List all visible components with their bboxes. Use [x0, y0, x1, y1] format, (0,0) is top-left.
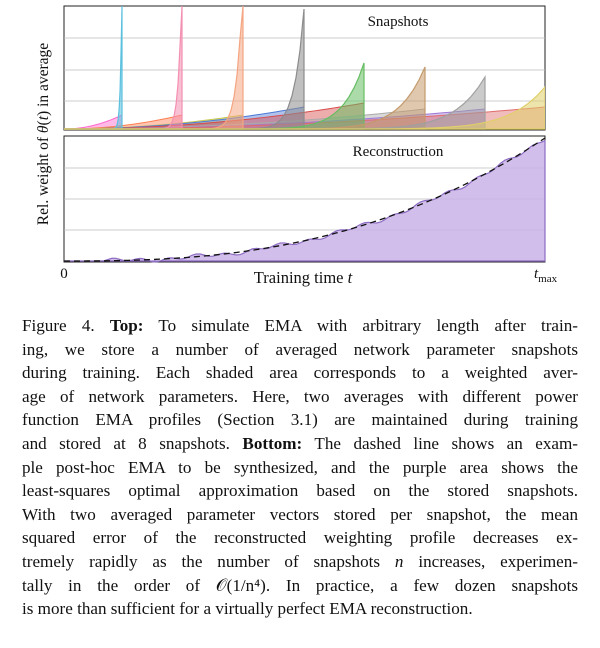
- caption-line: squared error of the reconstructed weigh…: [22, 528, 578, 548]
- caption-line: tremely rapidly as the number of snapsho…: [22, 550, 578, 574]
- clipped-profiles: [64, 6, 545, 130]
- snapshot-profile-a: [64, 86, 545, 130]
- caption-line: is more than sufficient for a virtually …: [22, 599, 473, 619]
- x-axis-label: Training time t: [254, 268, 353, 287]
- bottom-label: Bottom:: [242, 433, 303, 453]
- snapshots-title: Snapshots: [368, 14, 429, 30]
- caption-line: ing, we store a number of averaged netwo…: [22, 339, 578, 359]
- caption-line: and stored at 8 snapshots. Bottom: The d…: [22, 432, 578, 456]
- figure-caption: Figure 4. Top: To simulate EMA with arbi…: [22, 314, 578, 621]
- caption-text: tally in the order of: [22, 575, 201, 595]
- snapshot-profiles: [64, 6, 545, 130]
- caption-line: ple post-hoc EMA to be synthesized, and …: [22, 457, 578, 477]
- big-o-expression: 𝒪(1/n⁴).: [215, 575, 271, 595]
- x-tick-end: tmax: [534, 266, 558, 285]
- caption-text: tremely rapidly as the number of snapsho…: [22, 551, 381, 571]
- caption-line: age of network parameters. Here, two ave…: [22, 386, 578, 406]
- figure-label: Figure 4.: [22, 316, 95, 335]
- reconstruction-title: Reconstruction: [353, 144, 444, 160]
- x-tick-start: 0: [60, 266, 68, 282]
- caption-line: function EMA profiles (Section 3.1) are …: [22, 410, 578, 430]
- caption-text: To simulate EMA with arbitrary length af…: [158, 316, 578, 335]
- var-n: n: [394, 551, 404, 571]
- figure-4: Snapshots Reconstruction Rel. weight of …: [35, 5, 558, 287]
- y-axis-label: Rel. weight of θ(t) in average: [35, 43, 52, 226]
- caption-text: increases, experimen-: [418, 551, 578, 571]
- caption-line: Figure 4. Top: To simulate EMA with arbi…: [22, 314, 578, 338]
- caption-text: The dashed line shows an exam-: [314, 433, 578, 453]
- caption-text: and stored at 8 snapshots.: [22, 433, 230, 453]
- caption-line: during training. Each shaded area corres…: [22, 363, 578, 383]
- target-ema-dashed-line: [64, 137, 546, 262]
- caption-text: In practice, a few dozen snapshots: [285, 575, 578, 595]
- reconstruction-panel: Reconstruction: [63, 135, 546, 263]
- caption-line: With two averaged parameter vectors stor…: [22, 504, 578, 524]
- top-label: Top:: [109, 316, 144, 335]
- snapshots-panel: Snapshots: [63, 5, 546, 131]
- caption-line: least-squares optimal approximation base…: [22, 481, 578, 501]
- caption-line: tally in the order of 𝒪(1/n⁴). In practi…: [22, 574, 578, 598]
